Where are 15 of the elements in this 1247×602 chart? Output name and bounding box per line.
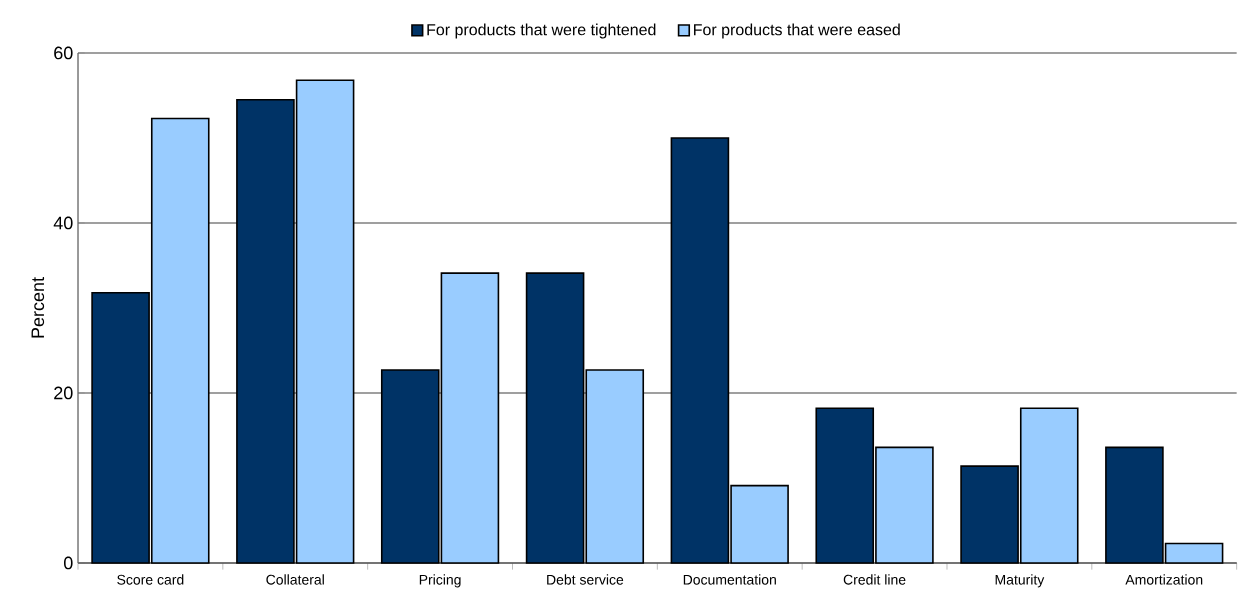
y-tick-label: 0 — [64, 556, 73, 570]
x-tick-label: Credit line — [843, 574, 906, 585]
x-tick-label: Documentation — [683, 574, 776, 585]
legend-label: For products that were tightened — [427, 23, 656, 39]
x-tick-label: Collateral — [266, 574, 324, 585]
y-tick-label: 20 — [54, 386, 73, 400]
legend-label: For products that were eased — [694, 23, 900, 39]
x-tick-label: Debt service — [547, 574, 624, 585]
x-tick-label: Amortization — [1125, 574, 1203, 585]
y-tick-label: 40 — [53, 216, 73, 230]
y-axis-title: Percent — [31, 277, 45, 338]
x-tick-label: Maturity — [995, 574, 1045, 588]
y-tick-label: 60 — [54, 46, 73, 60]
x-tick-label: Score card — [117, 574, 184, 585]
x-tick-label: Pricing — [419, 574, 461, 588]
